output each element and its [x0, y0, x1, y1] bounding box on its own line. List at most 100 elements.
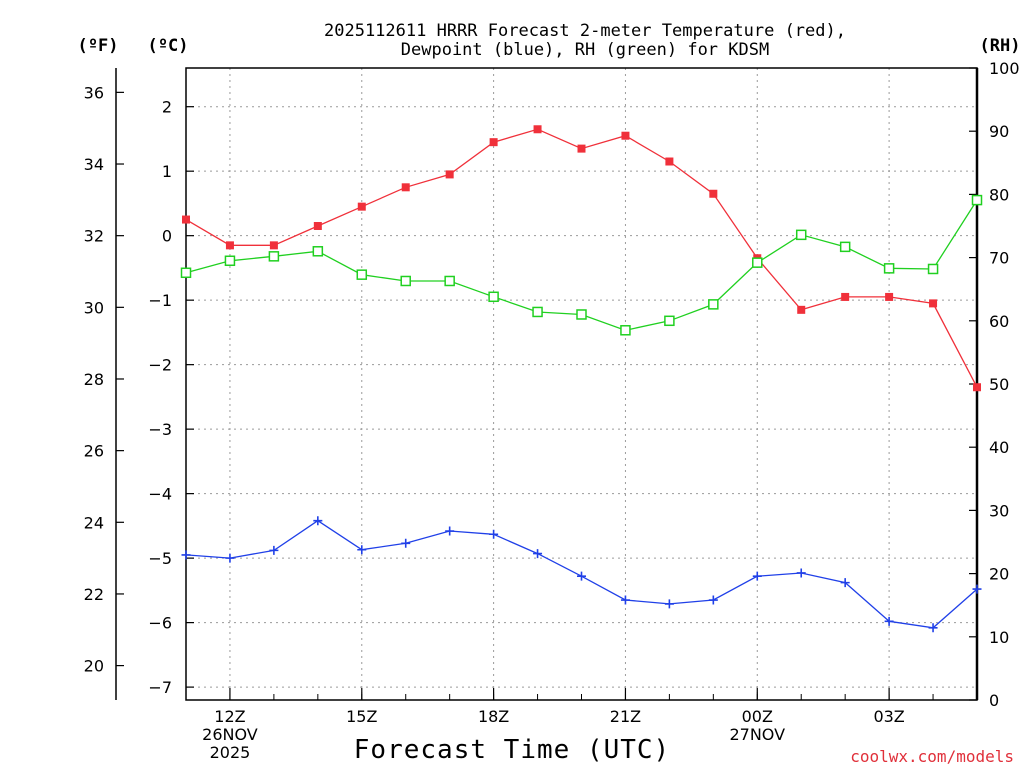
- data-point: [840, 578, 850, 588]
- celsius-tick-label: −1: [148, 291, 172, 310]
- data-point: [665, 157, 674, 166]
- time-tick-label: 12Z: [214, 707, 245, 726]
- data-point: [357, 202, 366, 211]
- rh-tick-label: 20: [989, 565, 1009, 584]
- data-point: [445, 170, 454, 179]
- data-point: [532, 306, 543, 318]
- data-point: [621, 131, 630, 140]
- x-axis-label: Forecast Time (UTC): [354, 735, 670, 765]
- data-series: [180, 125, 983, 633]
- data-point: [444, 275, 455, 287]
- data-point: [620, 595, 630, 605]
- data-point: [708, 595, 718, 605]
- celsius-tick-label: 2: [162, 98, 172, 117]
- rh-tick-label: 0: [989, 691, 999, 710]
- time-tick-label: 03Z: [873, 707, 904, 726]
- data-point: [224, 255, 236, 267]
- data-point: [752, 257, 763, 268]
- celsius-tick-label: −6: [148, 614, 172, 633]
- celsius-axis: 2 1 0 −1 −2 −3 −4 −5 −6 −7: [148, 98, 194, 697]
- data-point: [182, 215, 190, 224]
- data-point: [841, 292, 850, 301]
- data-point: [489, 529, 499, 539]
- rh-tick-label: 70: [989, 249, 1009, 268]
- fahrenheit-tick-label: 34: [84, 155, 104, 174]
- celsius-tick-label: −4: [148, 485, 172, 504]
- fahrenheit-tick-label: 22: [84, 585, 104, 604]
- rh-tick-label: 90: [989, 122, 1009, 141]
- celsius-tick-label: 1: [162, 162, 172, 181]
- data-point: [268, 251, 280, 262]
- fahrenheit-axis: 36 34 32 30 28 26 24 22 20: [84, 83, 124, 676]
- data-point: [401, 538, 411, 548]
- time-tick-label: 18Z: [478, 707, 509, 726]
- data-point: [709, 189, 718, 198]
- rh-unit-label: (RH): [980, 36, 1021, 56]
- chart-subtitle: Dewpoint (blue), RH (green) for KDSM: [401, 40, 769, 60]
- series-rh: [180, 194, 983, 336]
- data-point: [620, 325, 631, 336]
- series-line: [185, 128, 978, 388]
- rh-tick-label: 80: [989, 185, 1009, 204]
- celsius-tick-label: −3: [148, 420, 172, 439]
- rh-tick-label: 30: [989, 501, 1009, 520]
- rh-tick-label: 40: [989, 438, 1009, 457]
- data-point: [708, 299, 719, 310]
- data-point: [313, 516, 323, 526]
- data-point: [269, 241, 278, 250]
- fahrenheit-tick-label: 24: [84, 513, 104, 532]
- data-point: [576, 309, 587, 320]
- grid-lines: [186, 68, 977, 700]
- data-point: [664, 315, 675, 327]
- data-point: [313, 222, 322, 230]
- chart-title: 2025112611 HRRR Forecast 2-meter Tempera…: [324, 21, 846, 41]
- series-dewpoint: [181, 516, 982, 633]
- time-tick-label: 21Z: [610, 707, 641, 726]
- plot-frame: [185, 67, 978, 701]
- data-point: [927, 263, 939, 275]
- credit-text: coolwx.com/models: [850, 747, 1014, 766]
- data-point: [225, 241, 234, 250]
- data-point: [577, 571, 586, 581]
- data-point: [357, 545, 367, 555]
- data-point: [839, 241, 851, 253]
- data-point: [356, 269, 368, 280]
- time-tick-label: 2025: [210, 743, 251, 762]
- rh-tick-label: 60: [989, 312, 1009, 331]
- fahrenheit-tick-label: 26: [84, 442, 104, 461]
- celsius-tick-label: −5: [148, 549, 172, 568]
- data-point: [312, 246, 324, 257]
- data-point: [796, 568, 806, 578]
- data-point: [533, 549, 543, 559]
- data-point: [972, 584, 982, 594]
- rh-tick-label: 50: [989, 375, 1009, 394]
- fahrenheit-tick-label: 36: [84, 83, 104, 102]
- data-point: [971, 194, 983, 206]
- data-point: [577, 144, 586, 153]
- data-point: [797, 305, 806, 314]
- fahrenheit-unit-label: (ºF): [78, 36, 119, 56]
- data-point: [488, 291, 499, 303]
- data-point: [795, 229, 807, 241]
- time-tick-label: 26NOV: [202, 725, 258, 744]
- fahrenheit-tick-label: 30: [84, 298, 104, 317]
- data-point: [928, 623, 938, 633]
- data-point: [883, 263, 895, 274]
- celsius-tick-label: 0: [162, 227, 172, 246]
- celsius-unit-label: (ºC): [148, 36, 189, 56]
- time-tick-label: 15Z: [346, 707, 377, 726]
- data-point: [533, 125, 542, 134]
- data-point: [884, 616, 894, 626]
- data-point: [225, 553, 235, 563]
- data-point: [401, 183, 410, 192]
- celsius-tick-label: −2: [148, 356, 172, 375]
- fahrenheit-tick-label: 32: [84, 227, 104, 246]
- data-point: [885, 292, 894, 301]
- data-point: [664, 599, 674, 609]
- rh-tick-label: 10: [989, 628, 1009, 647]
- data-point: [489, 138, 498, 147]
- rh-tick-label: 100: [989, 59, 1020, 78]
- data-point: [269, 545, 279, 555]
